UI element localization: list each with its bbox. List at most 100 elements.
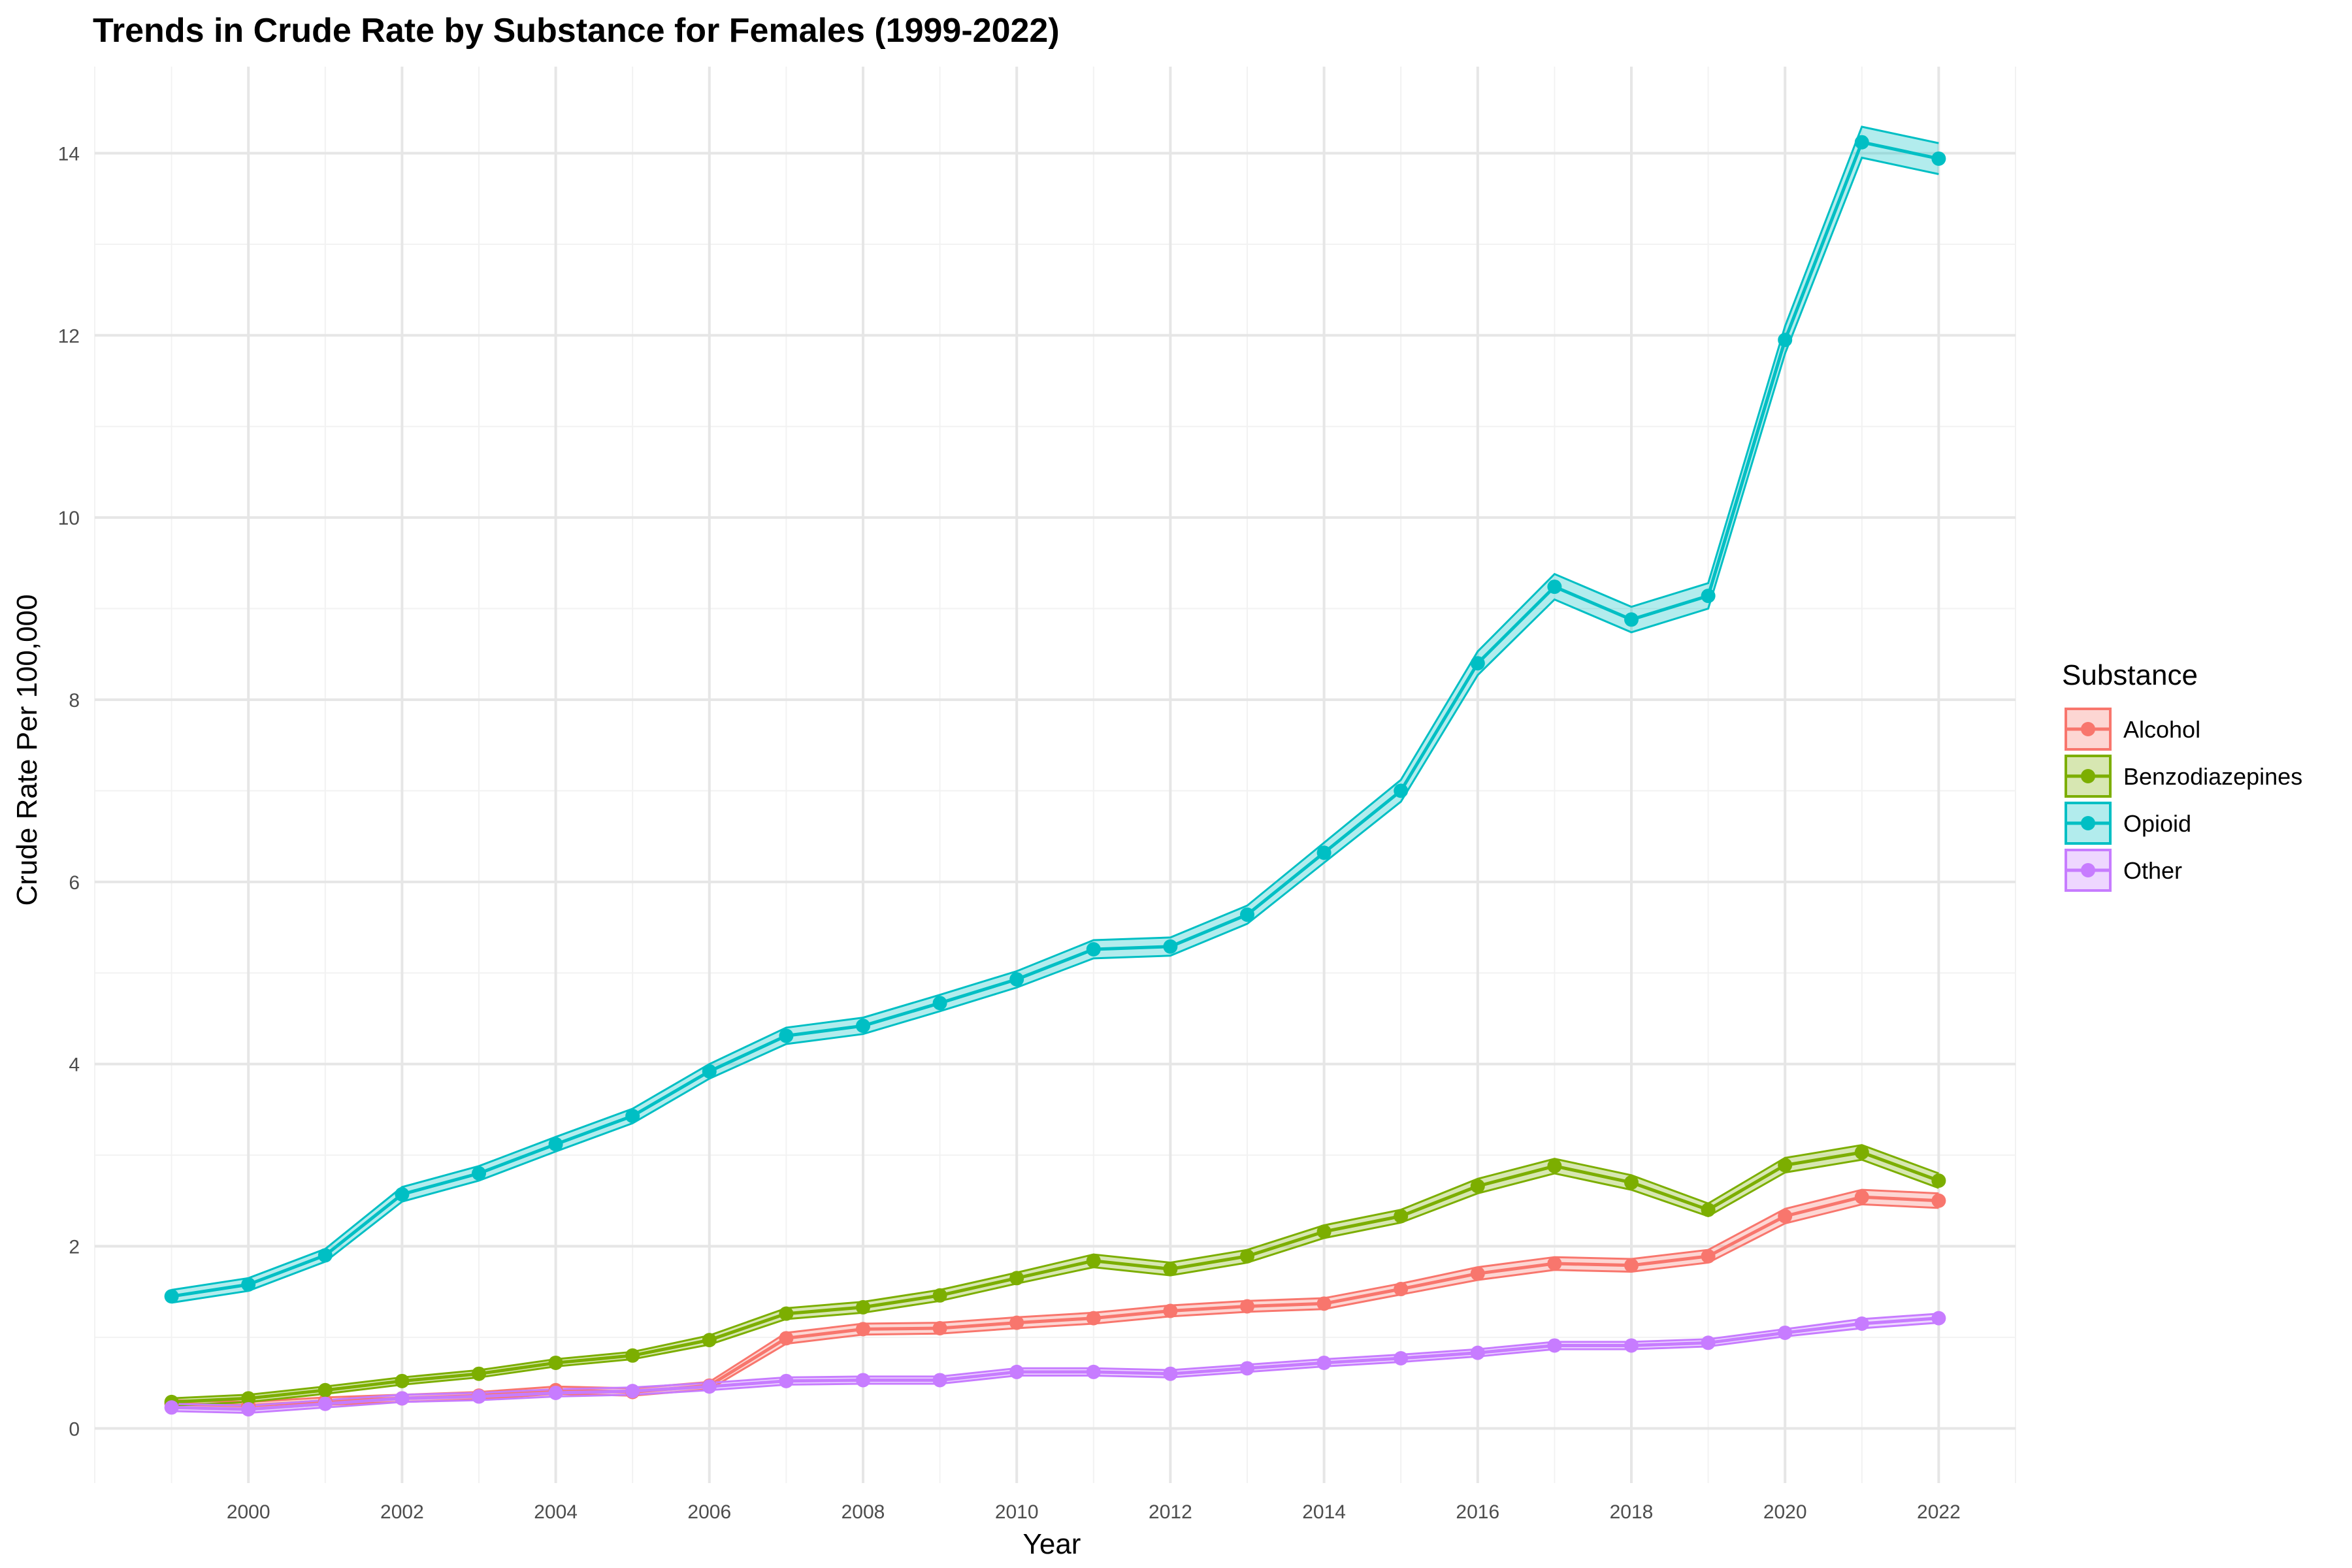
opioid-point [1547, 580, 1562, 595]
opioid-point [318, 1248, 333, 1263]
opioid-point [1086, 941, 1101, 956]
opioid-point [1854, 135, 1869, 150]
other-point [779, 1373, 794, 1388]
alcohol-point [1316, 1296, 1331, 1311]
x-axis-ticks: 2000 2002 2004 2006 2008 2010 2012 2014 2016 2018… [227, 1501, 1961, 1523]
x-axis-title: Year [1023, 1528, 1081, 1560]
legend-item-opioid: Opioid [2065, 802, 2191, 845]
y-axis-title: Crude Rate Per 100,000 [11, 595, 43, 906]
x-tick-label: 2012 [1149, 1501, 1192, 1523]
other-point [702, 1379, 717, 1394]
x-tick-label: 2000 [227, 1501, 270, 1523]
benzodiazepines-point [1624, 1175, 1639, 1190]
benzodiazepines-point [395, 1373, 410, 1388]
benzodiazepines-point [1778, 1158, 1793, 1173]
legend-swatch-point [2081, 769, 2095, 783]
benzodiazepines-point [625, 1348, 640, 1363]
benzodiazepines-point [1931, 1173, 1946, 1188]
benzodiazepines-point [241, 1391, 256, 1406]
opioid-point [1624, 612, 1639, 627]
other-point [1701, 1335, 1716, 1350]
opioid-point [395, 1187, 410, 1202]
chart-title: Trends in Crude Rate by Substance for Fe… [93, 12, 1060, 50]
benzodiazepines-point [1086, 1253, 1101, 1268]
legend-swatch-point [2081, 816, 2095, 830]
benzodiazepines-point [472, 1366, 486, 1381]
benzodiazepines-point [1701, 1202, 1716, 1217]
x-tick-label: 2020 [1763, 1501, 1807, 1523]
legend-items: Alcohol Benzodiazepines Opioid Other [2065, 708, 2302, 892]
other-point [1086, 1364, 1101, 1379]
other-point [1163, 1366, 1178, 1381]
other-point [856, 1373, 870, 1388]
legend-label: Alcohol [2123, 716, 2200, 743]
other-point [472, 1389, 486, 1404]
opioid-point [241, 1277, 256, 1292]
series-points [164, 135, 1946, 1417]
benzodiazepines-lower-bound-line [171, 1158, 1939, 1407]
y-tick-label: 6 [69, 872, 80, 894]
x-tick-label: 2008 [841, 1501, 885, 1523]
opioid-point [1931, 151, 1946, 166]
x-tick-label: 2002 [380, 1501, 424, 1523]
other-upper-bound-line [171, 1313, 1939, 1407]
alcohol-point [779, 1331, 794, 1346]
opioid-point [625, 1109, 640, 1124]
other-point [548, 1385, 563, 1400]
opioid-point [932, 996, 947, 1011]
opioid-point [548, 1137, 563, 1152]
legend-item-benzodiazepines: Benzodiazepines [2065, 755, 2302, 798]
legend-swatch-point [2081, 722, 2095, 736]
opioid-point [1009, 972, 1024, 987]
alcohol-point [1701, 1249, 1716, 1264]
benzodiazepines-point [1854, 1145, 1869, 1160]
benzodiazepines-point [1547, 1158, 1562, 1173]
y-tick-label: 14 [58, 143, 80, 165]
other-point [395, 1391, 410, 1406]
other-point [932, 1373, 947, 1388]
alcohol-point [1624, 1258, 1639, 1273]
opioid-point [856, 1019, 870, 1034]
grid [94, 67, 2016, 1483]
x-tick-label: 2022 [1917, 1501, 1961, 1523]
legend-swatch-point [2081, 863, 2095, 877]
alcohol-point [1931, 1193, 1946, 1208]
other-point [1854, 1316, 1869, 1331]
legend-label: Opioid [2123, 810, 2191, 837]
alcohol-point [1009, 1315, 1024, 1330]
opioid-point [702, 1064, 717, 1079]
opioid-upper-bound-line [171, 125, 1939, 1291]
y-tick-label: 10 [58, 508, 80, 529]
other-point [1316, 1355, 1331, 1370]
y-tick-label: 12 [58, 325, 80, 347]
alcohol-point [1240, 1299, 1254, 1314]
opioid-point [472, 1166, 486, 1181]
other-point [1624, 1338, 1639, 1353]
alcohol-point [932, 1320, 947, 1335]
y-axis-ticks: 0 2 4 6 8 10 12 14 [58, 143, 80, 1440]
other-point [1778, 1325, 1793, 1340]
benzodiazepines-point [1009, 1271, 1024, 1286]
legend: Substance Alcohol Benzodiazepines Opioid Ot… [2062, 659, 2302, 892]
alcohol-point [1854, 1190, 1869, 1205]
other-point [1009, 1364, 1024, 1379]
alcohol-point [1086, 1311, 1101, 1326]
benzodiazepines-point [318, 1382, 333, 1397]
opioid-point [1316, 845, 1331, 860]
y-tick-label: 2 [69, 1237, 80, 1258]
opioid-point [779, 1028, 794, 1043]
opioid-point [1470, 656, 1485, 671]
legend-item-other: Other [2065, 849, 2182, 892]
other-point [1240, 1361, 1254, 1376]
alcohol-point [1163, 1303, 1178, 1318]
alcohol-point [1778, 1209, 1793, 1224]
other-point [625, 1384, 640, 1399]
benzodiazepines-point [856, 1299, 870, 1315]
other-point [241, 1402, 256, 1417]
x-tick-label: 2010 [995, 1501, 1039, 1523]
alcohol-point [1470, 1266, 1485, 1281]
opioid-point [1163, 939, 1178, 954]
opioid-point [1240, 907, 1254, 923]
